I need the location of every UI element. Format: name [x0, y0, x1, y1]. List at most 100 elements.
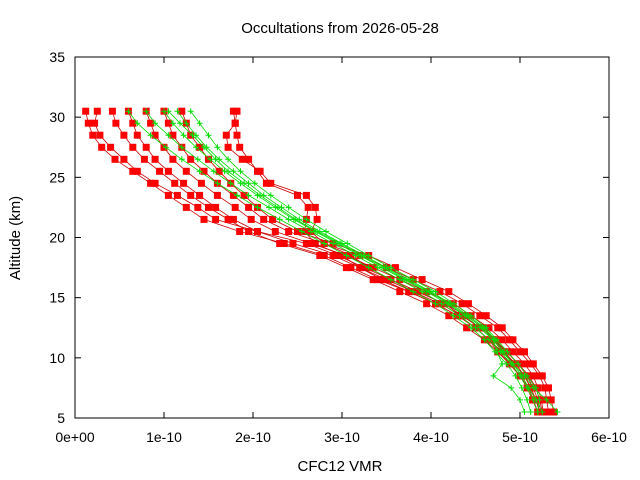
red-point — [178, 107, 186, 115]
red-point — [233, 107, 241, 115]
plot-frame — [74, 56, 610, 419]
green-point — [554, 409, 561, 415]
green-point — [321, 240, 328, 247]
red-point — [276, 240, 284, 247]
red-point — [180, 179, 188, 187]
red-point — [91, 119, 99, 127]
green-profile-line — [177, 110, 558, 413]
green-point — [509, 360, 516, 367]
green-point — [410, 288, 417, 295]
red-point — [369, 276, 377, 284]
red-point — [302, 191, 310, 199]
red-point — [129, 143, 137, 151]
red-point — [356, 264, 364, 272]
red-point — [205, 203, 212, 211]
red-point — [463, 324, 471, 332]
x-tick-label: 5e-10 — [502, 429, 538, 445]
red-point — [93, 107, 101, 115]
red-point — [236, 143, 244, 151]
green-point — [147, 132, 154, 139]
red-point — [173, 191, 181, 199]
red-point — [347, 264, 355, 272]
red-point — [545, 384, 552, 392]
red-point — [285, 228, 293, 235]
red-profile-line — [94, 111, 540, 413]
green-point — [504, 348, 511, 355]
green-point — [266, 204, 272, 211]
green-point — [456, 312, 463, 319]
green-point — [508, 384, 515, 391]
red-profile-line — [233, 111, 540, 413]
red-point — [245, 228, 253, 235]
red-point — [550, 408, 558, 416]
red-point — [458, 300, 466, 308]
green-point — [426, 288, 433, 295]
red-point — [240, 191, 248, 199]
green-point — [387, 264, 394, 271]
red-point — [269, 215, 277, 223]
green-profile-line — [145, 110, 539, 413]
green-point — [381, 264, 388, 271]
red-point — [151, 155, 159, 163]
green-point — [230, 168, 237, 175]
green-point — [493, 348, 500, 355]
x-tick-label: 1e-10 — [146, 429, 182, 445]
red-point — [316, 252, 324, 259]
red-point — [304, 203, 312, 211]
red-point — [311, 240, 319, 247]
green-point — [180, 132, 187, 139]
green-point — [432, 288, 439, 295]
red-point — [302, 240, 310, 247]
red-point — [224, 143, 232, 151]
red-point — [236, 228, 244, 235]
red-point — [238, 155, 246, 163]
green-point — [162, 144, 169, 151]
green-point — [527, 409, 534, 415]
red-point — [212, 203, 220, 211]
green-point — [234, 192, 240, 199]
red-point — [224, 215, 232, 223]
red-point — [84, 119, 92, 127]
green-point — [445, 300, 452, 307]
green-point — [337, 240, 344, 247]
red-point — [231, 119, 239, 127]
red-point — [271, 228, 279, 235]
red-point — [196, 143, 204, 151]
red-point — [182, 167, 190, 175]
x-tick-label: 4e-10 — [413, 429, 449, 445]
green-point — [214, 180, 221, 187]
green-profile-line — [163, 110, 543, 413]
red-point — [338, 252, 346, 259]
red-point — [547, 396, 555, 404]
x-axis-title: CFC12 VMR — [297, 458, 382, 475]
green-point — [344, 240, 351, 247]
red-point — [96, 131, 104, 139]
red-point — [509, 348, 517, 356]
red-point — [360, 264, 368, 272]
x-tick-label: 3e-10 — [324, 429, 360, 445]
green-point — [490, 372, 497, 379]
red-point — [482, 312, 490, 320]
red-point — [129, 167, 137, 175]
red-point — [307, 240, 315, 247]
green-profile-line — [190, 110, 541, 413]
green-point — [292, 216, 299, 223]
green-point — [358, 252, 365, 259]
green-point — [515, 360, 522, 367]
green-point — [524, 396, 531, 403]
red-point — [142, 143, 150, 151]
red-point — [294, 228, 301, 235]
red-point — [311, 203, 319, 211]
red-point — [120, 155, 128, 163]
red-point — [147, 119, 155, 127]
green-point — [298, 228, 305, 235]
red-point — [98, 143, 106, 151]
red-point — [498, 336, 506, 344]
green-point — [169, 120, 176, 127]
x-tick-label: 2e-10 — [235, 429, 271, 445]
green-point — [152, 120, 159, 127]
green-point — [183, 120, 190, 127]
red-point — [280, 240, 288, 247]
green-point — [227, 180, 234, 187]
green-point — [189, 132, 196, 139]
